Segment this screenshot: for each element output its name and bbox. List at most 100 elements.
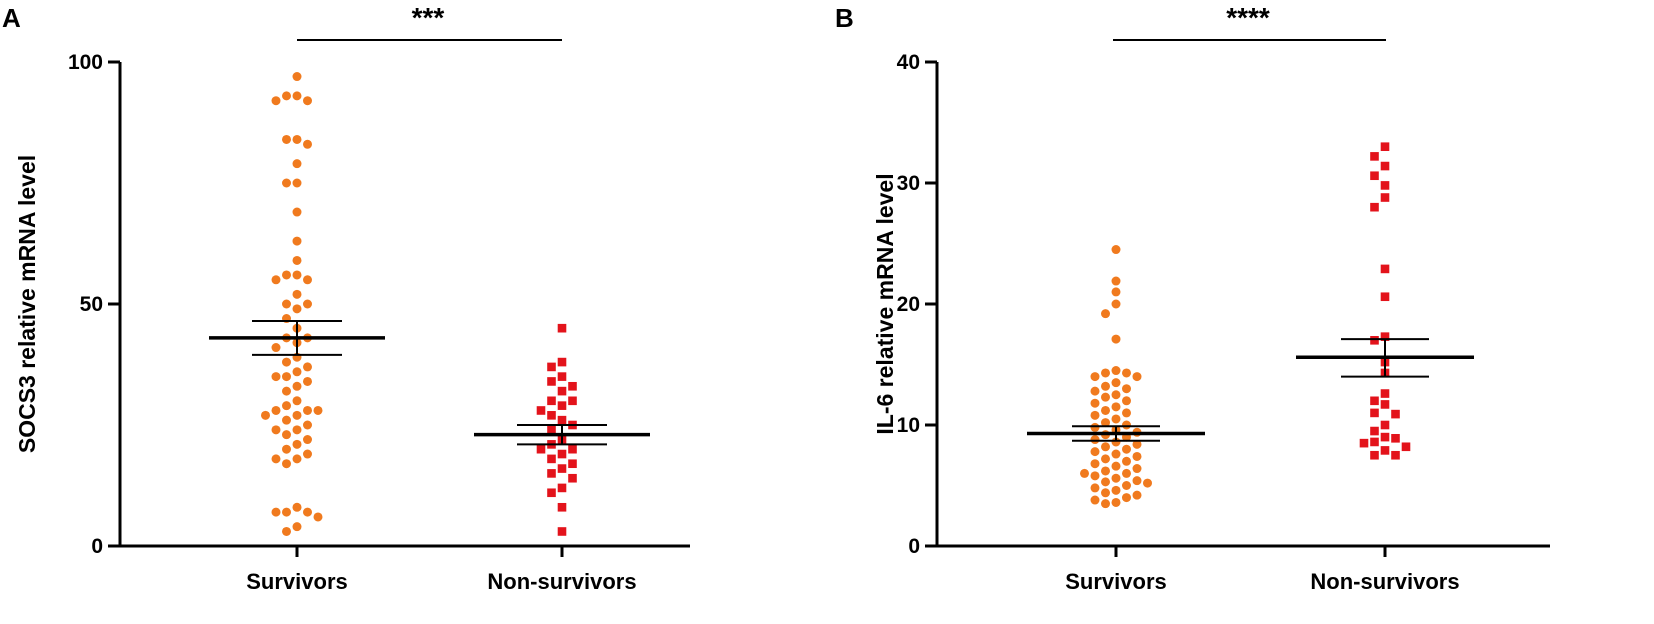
panel-b-non-survivors-point [1380, 332, 1390, 341]
panel-b-non-survivors-point [1380, 181, 1390, 190]
panel-b-survivors-point [1090, 398, 1100, 408]
panel-b-survivors-point [1132, 476, 1142, 486]
panel-a-survivors-point [292, 91, 302, 101]
panel-b-non-survivors-point [1401, 442, 1411, 452]
panel-a-survivors-point [303, 139, 312, 149]
panel-b-survivors-point [1090, 459, 1100, 469]
panel-b: B **** IL-6 relative mRNA level 0 10 20 30 4… [835, 2, 1550, 594]
panel-a-non-survivors-point [568, 396, 577, 406]
panel-b-survivors-point [1122, 456, 1131, 466]
panel-a-survivors-point [292, 72, 302, 82]
panel-b-survivors-point [1143, 478, 1152, 488]
panel-b-survivors-point [1111, 299, 1121, 309]
panel-b-y-axis-label: IL-6 relative mRNA level [872, 173, 898, 434]
panel-a-survivors-point [292, 522, 302, 532]
panel-a-survivors-point [292, 502, 302, 512]
panel-b-survivors-point [1122, 408, 1131, 418]
panel-a-survivors-point [282, 91, 291, 101]
panel-a-survivors-point [303, 449, 312, 459]
panel-a-non-survivors-point [536, 444, 546, 454]
panel-a-survivors-point [282, 357, 291, 367]
panel-b-non-survivors-point [1359, 438, 1369, 448]
panel-a-non-survivors-point [547, 377, 556, 386]
panel-b-y-tick-label-1: 10 [897, 414, 920, 437]
panel-a-survivors-point [303, 96, 312, 106]
panel-a-non-survivors-point [547, 454, 556, 464]
panel-b-survivors-point [1111, 245, 1121, 255]
panel-b-non-survivors-point [1380, 193, 1390, 202]
panel-a-survivors-point [303, 420, 312, 430]
panel-b-survivors-point [1101, 499, 1110, 509]
panel-b-non-survivors-point [1380, 400, 1390, 409]
panel-b-x-label-non-survivors: Non-survivors [1310, 569, 1459, 594]
panel-b-points [1080, 142, 1411, 509]
panel-a-survivors-point [282, 386, 291, 396]
panel-a-y-tick-label-0: 0 [91, 535, 103, 558]
panel-a-non-survivors-point [557, 386, 567, 396]
panel-b-survivors-point [1101, 488, 1110, 498]
panel-a-survivors-point [271, 405, 281, 415]
panel-a-non-survivors-point [547, 425, 556, 435]
panel-a-survivors-point [282, 507, 291, 517]
panel-a-survivors-point [271, 425, 281, 435]
panel-a-survivors-point [303, 362, 312, 372]
panel-b-x-label-survivors: Survivors [1065, 569, 1167, 594]
panel-a-non-survivors-point [536, 406, 546, 415]
panel-b-survivors-point [1090, 422, 1100, 432]
panel-b-non-survivors-point [1370, 152, 1379, 161]
panel-b-y-tick-label-4: 40 [897, 51, 920, 74]
panel-a-survivors-point [282, 134, 291, 144]
panel-a-non-survivors-point [557, 401, 567, 410]
panel-a-survivors-point [292, 425, 302, 435]
panel-a-mean-sem [209, 319, 650, 446]
panel-b-survivors-point [1111, 437, 1121, 447]
panel-b-survivors-point [1111, 461, 1121, 471]
panel-b-non-survivors-point [1380, 432, 1390, 442]
panel-b-non-survivors-point [1370, 336, 1379, 345]
panel-b-non-survivors-point [1380, 292, 1390, 302]
panel-a-survivors-point [271, 454, 281, 464]
panel-a-survivors-point [292, 236, 302, 246]
panel-b-y-tick-label-3: 30 [897, 172, 920, 195]
panel-b-survivors-point [1111, 449, 1121, 459]
panel-b-survivors-point [1090, 435, 1100, 445]
panel-a-survivors-point [282, 430, 291, 440]
panel-a-non-survivors-point [557, 357, 567, 367]
panel-b-survivors-point [1111, 414, 1121, 424]
panel-a-survivors-point [271, 343, 281, 353]
panel-a-survivors-point [303, 275, 312, 285]
panel-b-non-survivors-point [1370, 437, 1379, 447]
panel-a-y-tick-label-1: 50 [80, 293, 103, 316]
panel-b-non-survivors-point [1370, 408, 1379, 418]
panel-b-x-categories: Survivors Non-survivors [1065, 546, 1460, 594]
panel-b-survivors-point [1122, 444, 1131, 454]
panel-a-non-survivors-point [568, 473, 577, 483]
panel-a-label: A [2, 3, 21, 33]
panel-a-survivors-point [313, 512, 323, 522]
panel-a-survivors-point [271, 507, 281, 517]
panel-a-survivors-point [282, 401, 291, 411]
panel-a-survivors-point [271, 275, 281, 285]
panel-a-survivors-point [292, 381, 302, 391]
panel-b-y-tick-label-0: 0 [908, 535, 920, 558]
panel-b-survivors-point [1132, 464, 1142, 474]
panel-b-survivors-point [1101, 454, 1110, 464]
panel-a-non-survivors-point [557, 527, 567, 536]
panel-b-survivors-point [1122, 468, 1131, 478]
panel-a-survivors-point [282, 444, 291, 454]
panel-a-survivors-point [303, 299, 312, 309]
panel-a-survivors-point [292, 454, 302, 464]
panel-b-survivors-point [1101, 392, 1110, 402]
panel-b-survivors-point [1090, 447, 1100, 457]
panel-a-non-survivors-point [557, 372, 567, 381]
panel-b-survivors-point [1101, 477, 1110, 487]
panel-a-survivors-point [271, 96, 281, 106]
panel-b-survivors-point [1101, 405, 1110, 415]
panel-a-x-label-survivors: Survivors [246, 569, 348, 594]
panel-b-non-survivors-point [1380, 264, 1390, 274]
panel-a-survivors-point [282, 372, 291, 382]
panel-a-y-ticks: 0 50 100 [68, 51, 120, 558]
panel-a-non-survivors-point [568, 459, 577, 469]
panel-a-survivors-point [292, 367, 302, 377]
panel-b-survivors-point [1111, 473, 1121, 483]
